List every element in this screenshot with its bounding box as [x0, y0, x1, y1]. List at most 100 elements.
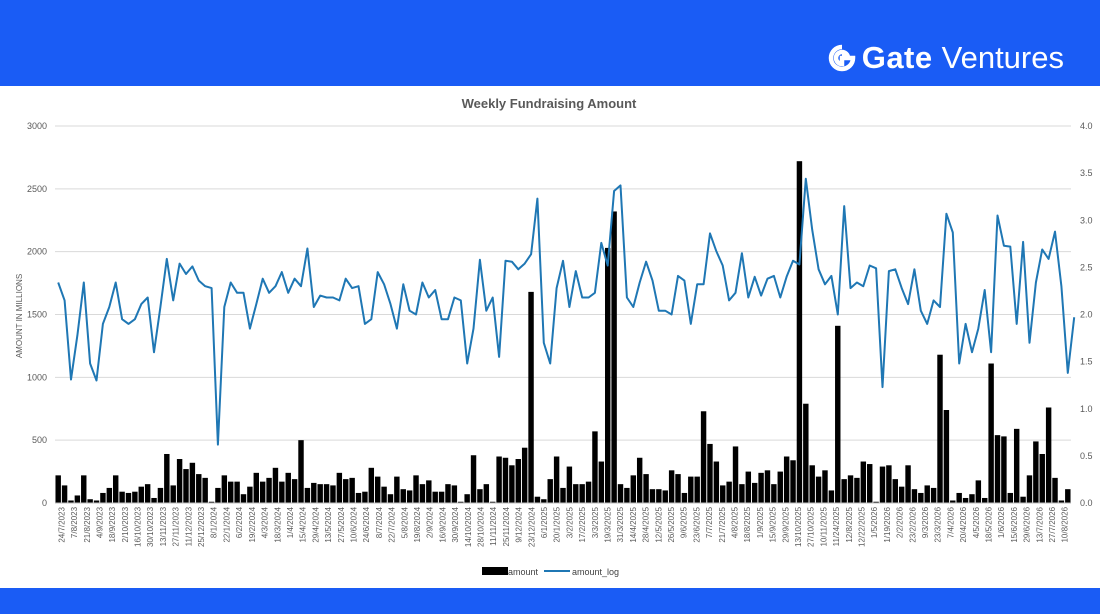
- bar-amount: [541, 499, 547, 503]
- bar-amount: [119, 491, 125, 503]
- x-tick-label: 14/10/2024: [464, 507, 473, 548]
- y2-tick-label: 1.0: [1080, 404, 1093, 414]
- bar-amount: [477, 489, 483, 503]
- bar-amount: [1052, 477, 1058, 503]
- bar-amount: [1039, 453, 1045, 503]
- bar-amount: [592, 431, 598, 503]
- y2-tick-label: 1.5: [1080, 357, 1093, 367]
- bar-amount: [138, 486, 144, 503]
- y-tick-label: 1000: [27, 372, 47, 382]
- header-band: Gate Ventures: [0, 0, 1100, 86]
- bar-amount: [170, 485, 176, 503]
- bar-amount: [822, 470, 828, 503]
- x-tick-label: 27/11/2023: [172, 507, 181, 547]
- bar-amount: [847, 475, 854, 503]
- y2-tick-label: 0.0: [1080, 498, 1093, 508]
- x-tick-label: 12/5/2025: [654, 507, 663, 543]
- bar-amount: [323, 484, 330, 503]
- bar-amount: [304, 487, 311, 503]
- bar-amount: [579, 484, 585, 503]
- x-tick-label: 11/24/2025: [832, 506, 841, 546]
- bar-amount: [688, 476, 694, 503]
- bar-amount: [956, 492, 962, 503]
- bar-amount: [74, 495, 81, 503]
- bar-amount: [662, 490, 668, 503]
- bar-amount: [803, 403, 809, 503]
- x-tick-label: 27/10/2025: [807, 506, 816, 547]
- bar-amount: [451, 485, 458, 503]
- bar-amount: [937, 354, 943, 503]
- bar-amount: [598, 461, 605, 503]
- bar-amount: [291, 479, 298, 503]
- bar-amount: [975, 480, 982, 503]
- bar-amount: [726, 481, 732, 503]
- bar-amount: [458, 501, 464, 503]
- brand-name: Gate: [861, 40, 933, 75]
- y-axis-label: AMOUNT IN MILLIONS: [15, 274, 24, 358]
- x-tick-label: 2/9/2024: [426, 506, 435, 538]
- x-tick-label: 10/11/2025: [819, 507, 828, 547]
- bar-amount: [144, 484, 151, 503]
- bar-amount: [668, 470, 675, 503]
- bar-amount: [285, 472, 291, 503]
- bar-amount: [911, 489, 918, 503]
- bar-amount: [81, 475, 87, 503]
- x-tick-label: 1/6/2026: [997, 506, 1006, 538]
- chart-container: Weekly Fundraising Amount AMOUNT IN MILL…: [0, 86, 1100, 588]
- x-tick-label: 1/4/2024: [286, 506, 295, 538]
- bar-amount: [707, 443, 713, 503]
- x-tick-label: 12/22/2025: [857, 506, 866, 547]
- x-tick-label: 13/10/2025: [794, 506, 803, 547]
- x-tick-label: 14/4/2025: [629, 507, 638, 543]
- x-tick-label: 17/2/2025: [578, 506, 587, 542]
- bar-amount: [758, 472, 764, 503]
- x-tick-label: 23/2/2026: [908, 507, 917, 543]
- bar-amount: [489, 501, 496, 503]
- bar-amount: [483, 484, 490, 503]
- bar-amount: [943, 410, 950, 503]
- x-tick-label: 29/4/2024: [311, 507, 320, 543]
- bar-amount: [1001, 436, 1007, 503]
- x-tick-label: 1/5/2026: [870, 506, 879, 538]
- x-tick-label: 8/7/2024: [375, 506, 384, 538]
- bar-amount: [240, 494, 247, 503]
- x-tick-label: 27/5/2024: [337, 507, 346, 543]
- x-tick-label: 9/12/2024: [515, 507, 524, 543]
- bar-amount: [713, 461, 720, 503]
- bar-amount: [445, 484, 451, 503]
- bar-amount: [317, 484, 323, 503]
- bar-amount: [854, 477, 860, 503]
- bar-amount: [189, 462, 196, 503]
- bar-amount: [764, 470, 771, 503]
- x-tick-label: 19/2/2024: [248, 506, 257, 542]
- bar-amount: [125, 492, 132, 503]
- x-tick-label: 19/3/2025: [604, 507, 613, 543]
- y2-tick-label: 0.5: [1080, 451, 1093, 461]
- x-tick-label: 12/8/2025: [845, 507, 854, 543]
- bar-amount: [873, 501, 879, 503]
- y-axis-right: 0.0 0.5 1.0 1.5 2.0 2.5 3.0 3.5 4.0: [1080, 121, 1093, 508]
- y-tick-label: 0: [42, 498, 47, 508]
- bar-amount: [534, 496, 541, 503]
- y2-tick-label: 3.0: [1080, 215, 1093, 225]
- y-tick-label: 1500: [27, 310, 47, 320]
- x-tick-label: 21/7/2025: [718, 507, 727, 543]
- x-tick-label: 22/7/2024: [388, 507, 397, 543]
- x-tick-label: 30/9/2024: [451, 507, 460, 543]
- bar-amount: [400, 489, 406, 503]
- gridlines: [55, 125, 1071, 441]
- bar-amount: [1065, 489, 1071, 503]
- bar-amount: [1026, 475, 1033, 503]
- bar-amount: [694, 476, 700, 503]
- bar-amount: [617, 484, 624, 503]
- bar-amount: [196, 474, 202, 503]
- bar-amount: [432, 491, 438, 503]
- x-tick-label: 4/5/2026: [972, 506, 981, 538]
- x-tick-label: 13/11/2023: [159, 506, 168, 546]
- x-tick-label: 3/3/2025: [591, 506, 600, 538]
- bar-amount: [573, 484, 579, 503]
- bar-amount: [624, 487, 630, 503]
- bar-amount: [930, 487, 937, 503]
- bar-amount: [905, 465, 911, 503]
- bar-amount: [157, 487, 164, 503]
